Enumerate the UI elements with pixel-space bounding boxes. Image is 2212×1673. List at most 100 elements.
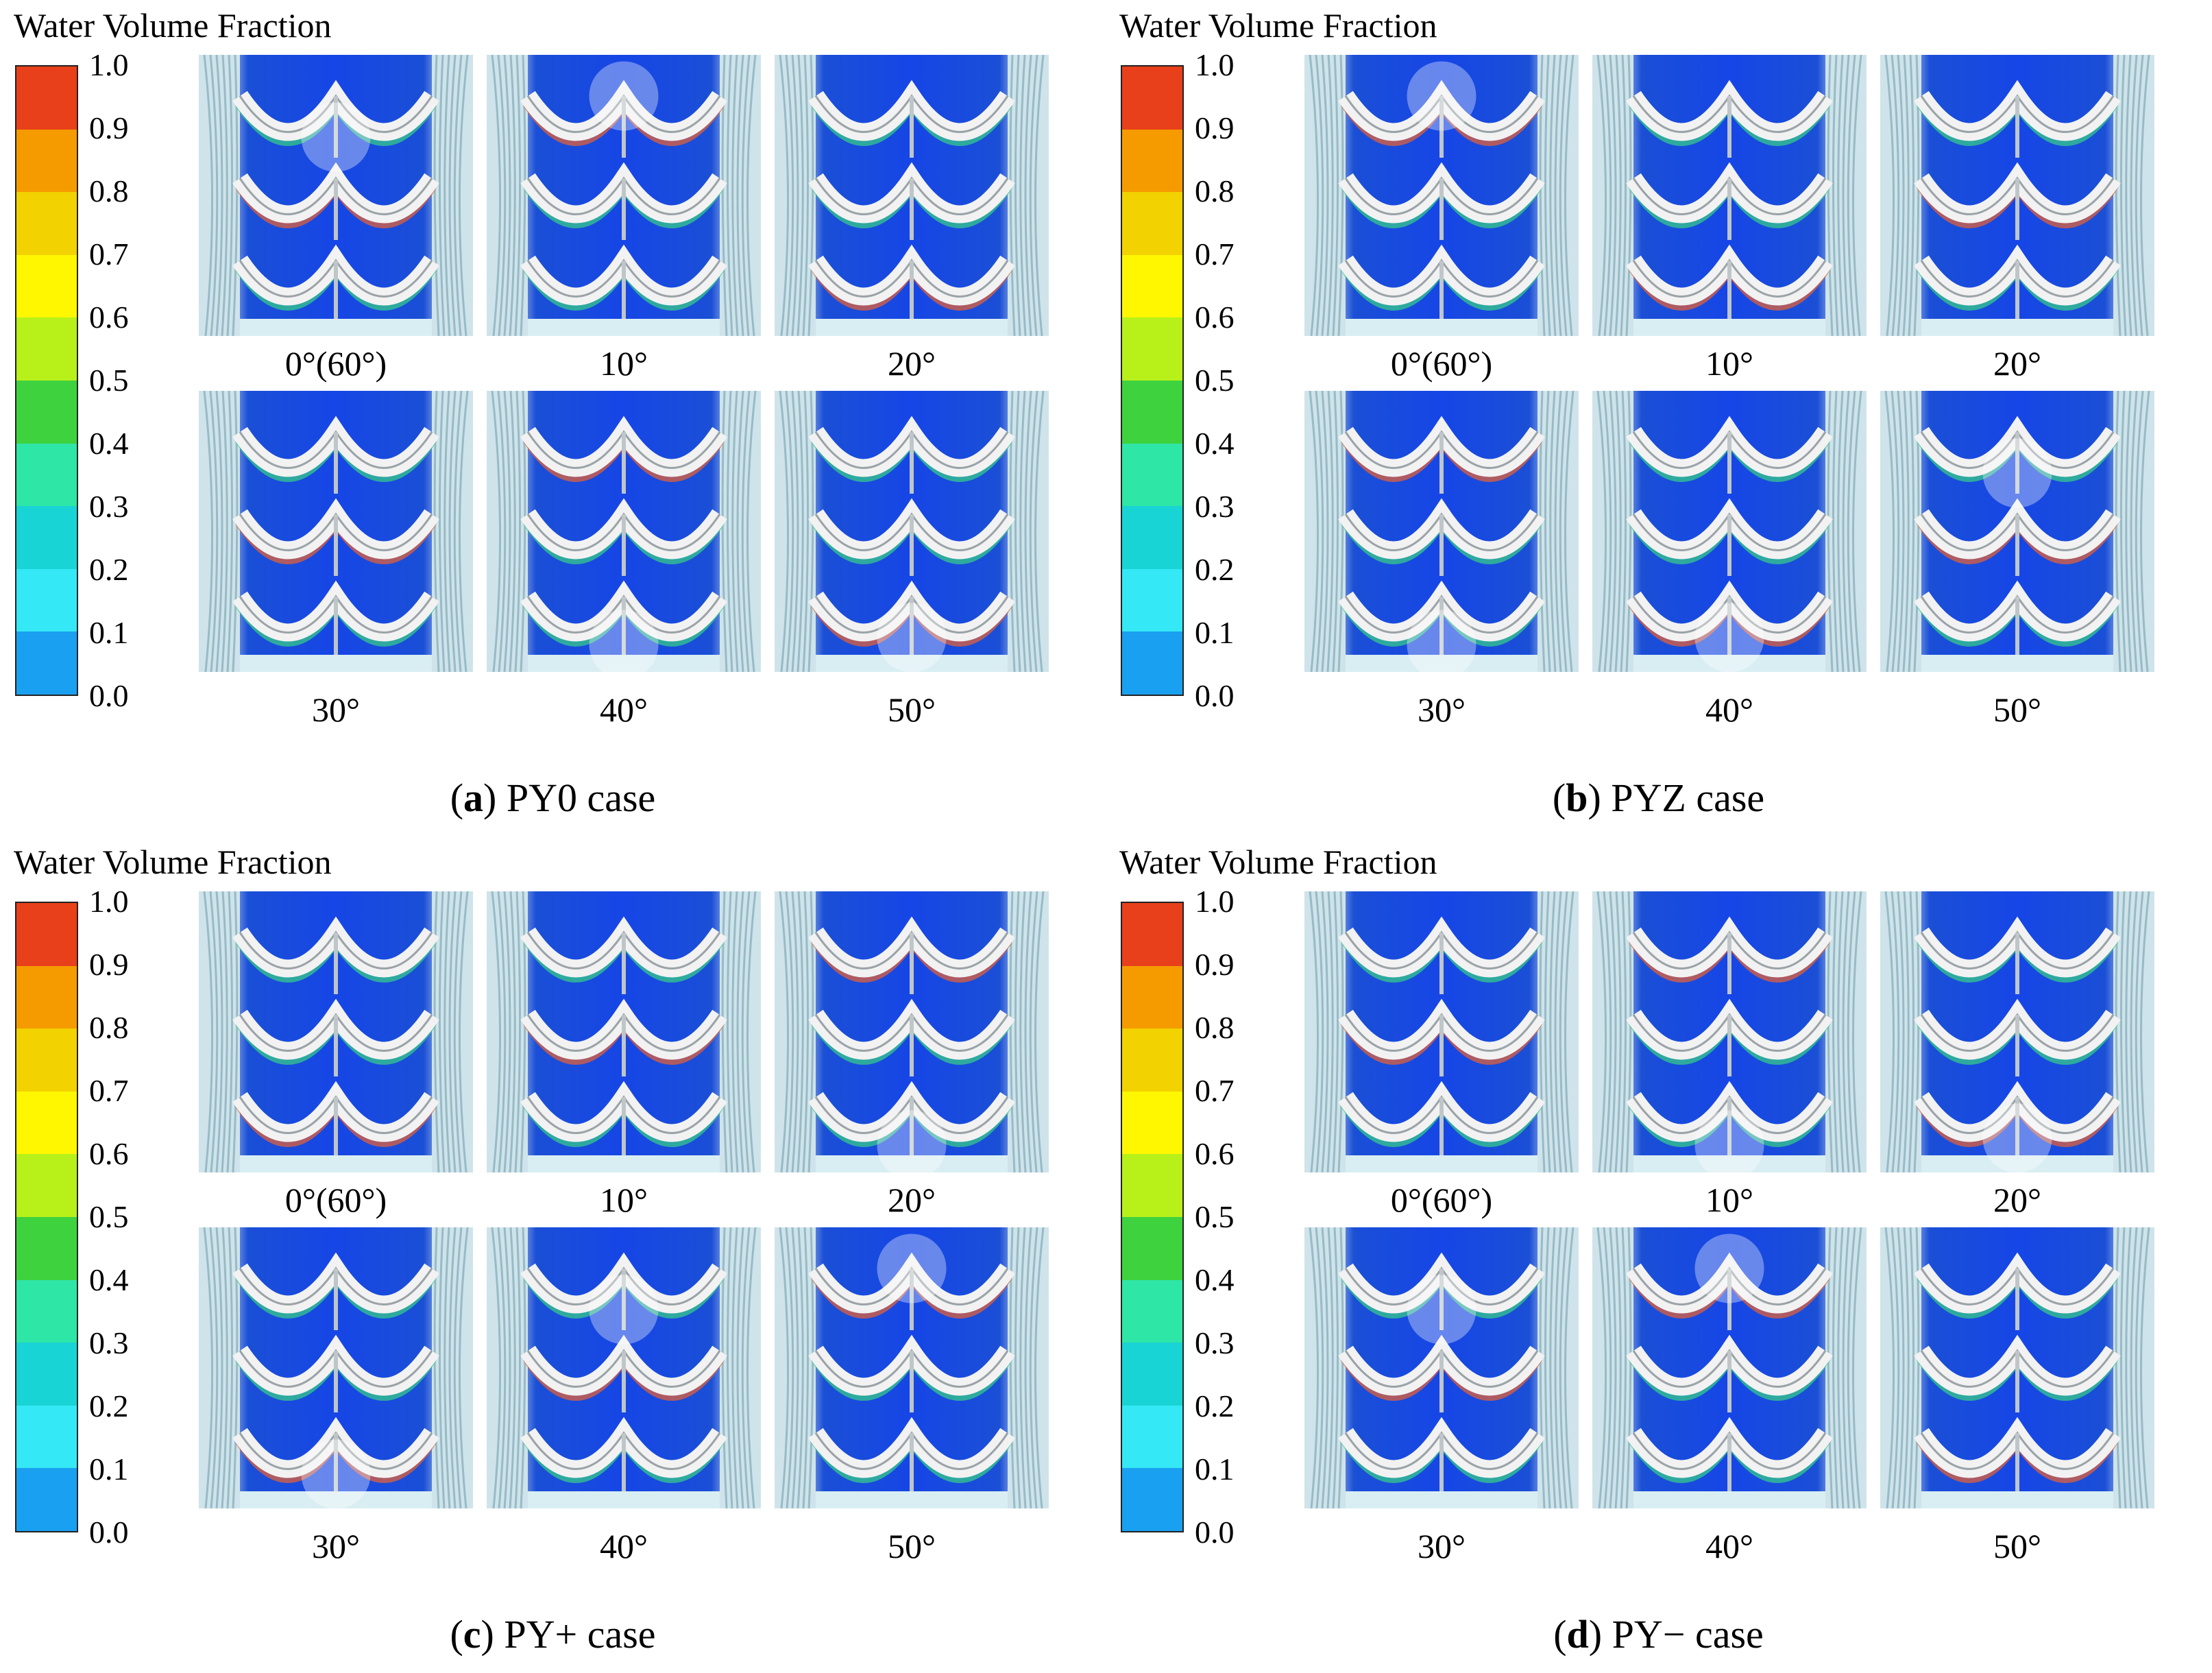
angle-label: 10°: [1705, 1181, 1753, 1219]
colorbar-segment: [16, 1216, 77, 1280]
angle-label: 30°: [1418, 690, 1466, 729]
angle-label: 50°: [1993, 1527, 2041, 1565]
panel-c: Water Volume Fraction 1.0 0.9 0.8 0.7 0.6 0.5 0…: [0, 836, 1106, 1673]
contour-image: [487, 391, 761, 672]
colorbar-segment: [1122, 1279, 1182, 1343]
image-grid: 0°(60°) 10° 20° 30° 40° 50°: [1304, 55, 2161, 741]
contour-image: [1304, 1227, 1579, 1508]
panel-caption: (d) PY− case: [1553, 1612, 1764, 1657]
colorbar-segment: [16, 129, 77, 193]
colorbar: [1121, 65, 1184, 696]
colorbar-segment: [1122, 965, 1182, 1029]
angle-label: 40°: [600, 1527, 648, 1565]
colorbar-tick-label: 0.9: [89, 110, 129, 145]
colorbar-segment: [1122, 317, 1182, 381]
colorbar-segment: [1122, 1154, 1182, 1217]
colorbar-tick-label: 0.1: [89, 615, 129, 650]
angle-label: 0°(60°): [1390, 1181, 1493, 1219]
colorbar-segment: [16, 317, 77, 381]
colorbar-tick-label: 0.1: [1195, 1452, 1235, 1487]
image-grid: 0°(60°) 10° 20° 30° 40° 50°: [199, 891, 1056, 1577]
contour-image: [1880, 891, 2154, 1172]
colorbar-ticks: 1.0 0.9 0.8 0.7 0.6 0.5 0.4 0.3 0.2 0.1 0.0: [89, 49, 165, 712]
colorbar-segment: [16, 380, 77, 444]
contour-image: [775, 391, 1049, 672]
colorbar-tick-label: 1.0: [89, 884, 129, 919]
panel-caption-text: PY− case: [1602, 1612, 1764, 1657]
colorbar-tick-label: 1.0: [1195, 884, 1235, 919]
colorbar-segment: [16, 1468, 77, 1531]
colorbar-segment: [1122, 568, 1182, 632]
angle-label: 10°: [600, 1181, 648, 1219]
colorbar-tick-label: 0.7: [89, 1073, 129, 1108]
colorbar-segment: [16, 254, 77, 318]
panel-caption-text: PYZ case: [1601, 775, 1765, 820]
colorbar-segment: [16, 1091, 77, 1155]
colorbar-segment: [16, 67, 77, 130]
colorbar-tick-label: 0.4: [89, 426, 129, 461]
colorbar-segment: [1122, 1468, 1182, 1531]
colorbar-segment: [16, 1154, 77, 1217]
angle-label: 50°: [888, 690, 936, 729]
colorbar-tick-label: 0.8: [1195, 173, 1235, 208]
colorbar-segment: [1122, 1343, 1182, 1406]
colorbar-tick-label: 0.6: [89, 1136, 129, 1171]
colorbar-segment: [1122, 1216, 1182, 1280]
contour-image: [775, 55, 1049, 336]
panel-letter: c: [463, 1612, 481, 1657]
contour-image: [199, 1227, 473, 1508]
panel-caption: (b) PYZ case: [1552, 775, 1765, 820]
colorbar-tick-label: 0.0: [89, 1515, 129, 1550]
colorbar-segment: [16, 965, 77, 1029]
angle-label: 30°: [312, 690, 360, 729]
colorbar-tick-label: 0.3: [1195, 1325, 1235, 1360]
contour-image: [1592, 55, 1867, 336]
contour-image: [775, 1227, 1049, 1508]
panel-a: Water Volume Fraction 1.0 0.9 0.8 0.7 0.6 0.5 0…: [0, 0, 1106, 836]
legend-title: Water Volume Fraction: [1119, 843, 1437, 881]
colorbar-tick-label: 0.2: [89, 1388, 129, 1423]
angle-label: 20°: [888, 1181, 936, 1219]
colorbar-tick-label: 0.8: [89, 173, 129, 208]
colorbar-segment: [1122, 1405, 1182, 1469]
contour-image: [1304, 891, 1579, 1172]
colorbar-tick-label: 0.7: [1195, 237, 1235, 272]
colorbar-tick-label: 0.9: [1195, 947, 1235, 982]
angle-label: 20°: [1993, 1181, 2041, 1219]
colorbar-segment: [16, 903, 77, 966]
contour-image: [1304, 55, 1579, 336]
panel-d: Water Volume Fraction 1.0 0.9 0.8 0.7 0.6 0.5 0…: [1106, 836, 2211, 1673]
colorbar-segment: [1122, 67, 1182, 130]
panel-caption: (c) PY+ case: [450, 1612, 656, 1657]
colorbar-tick-label: 0.0: [1195, 678, 1235, 713]
colorbar-segment: [16, 192, 77, 255]
colorbar-tick-label: 0.2: [1195, 1388, 1235, 1423]
contour-image: [1592, 1227, 1867, 1508]
colorbar-tick-label: 0.4: [1195, 1262, 1235, 1297]
colorbar-segment: [16, 568, 77, 632]
contour-image: [1880, 1227, 2154, 1508]
colorbar-segment: [16, 1343, 77, 1406]
colorbar-tick-label: 0.2: [89, 552, 129, 587]
panel-letter: b: [1566, 775, 1588, 820]
angle-label: 10°: [1705, 344, 1753, 383]
legend-title: Water Volume Fraction: [14, 843, 332, 881]
colorbar-tick-label: 0.7: [1195, 1073, 1235, 1108]
angle-label: 50°: [1993, 690, 2041, 729]
colorbar: [1121, 902, 1184, 1532]
panel-letter: a: [463, 775, 484, 820]
colorbar-ticks: 1.0 0.9 0.8 0.7 0.6 0.5 0.4 0.3 0.2 0.1 0.0: [1195, 886, 1270, 1548]
contour-image: [1880, 391, 2154, 672]
contour-image: [1592, 391, 1867, 672]
colorbar-tick-label: 1.0: [1195, 47, 1235, 82]
panel-caption-text: PY+ case: [494, 1612, 656, 1657]
colorbar-tick-label: 0.4: [1195, 426, 1235, 461]
colorbar-tick-label: 1.0: [89, 47, 129, 82]
contour-image: [1592, 891, 1867, 1172]
contour-image: [487, 1227, 761, 1508]
colorbar-segment: [16, 506, 77, 569]
colorbar-segment: [16, 443, 77, 507]
colorbar-segment: [1122, 631, 1182, 695]
colorbar-tick-label: 0.5: [1195, 1199, 1235, 1234]
colorbar-tick-label: 0.5: [1195, 363, 1235, 398]
